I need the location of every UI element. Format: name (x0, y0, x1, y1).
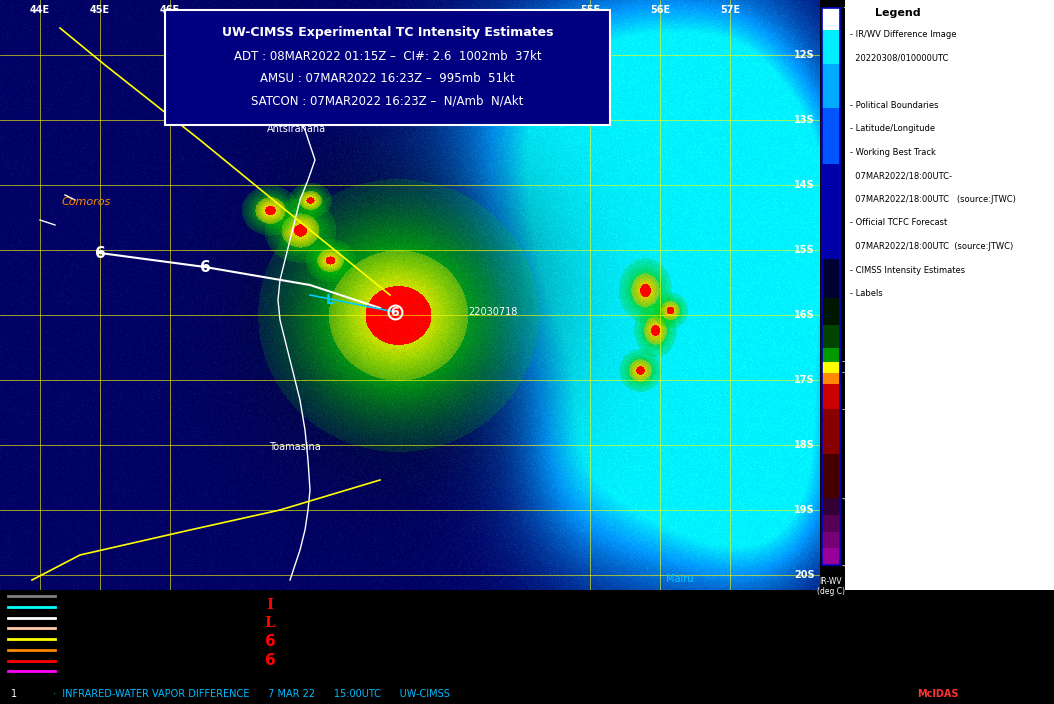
Text: Category 5: Category 5 (59, 667, 101, 676)
Text: 55E: 55E (580, 5, 600, 15)
Text: - Political Boundaries: - Political Boundaries (850, 101, 938, 110)
Text: I: I (267, 598, 274, 612)
Text: – Invest Area: – Invest Area (288, 598, 351, 608)
Text: 1: 1 (11, 689, 17, 699)
Text: AMSU : 07MAR2022 16:23Z –  995mb  51kt: AMSU : 07MAR2022 16:23Z – 995mb 51kt (260, 72, 514, 85)
Text: 6: 6 (265, 653, 275, 668)
Text: Toamasina: Toamasina (269, 442, 320, 452)
Text: – Tropical Depression: – Tropical Depression (288, 616, 391, 626)
Bar (822, 8, 840, 565)
Text: Category 4: Category 4 (59, 656, 101, 665)
Bar (822, 453, 840, 498)
Text: - Official TCFC Forecast: - Official TCFC Forecast (850, 218, 948, 227)
Text: IR-WV
(deg C): IR-WV (deg C) (817, 577, 845, 596)
Text: L: L (265, 616, 275, 630)
Text: - CIMSS Intensity Estimates: - CIMSS Intensity Estimates (850, 265, 965, 275)
Text: - Working Best Track: - Working Best Track (850, 148, 936, 157)
Bar (822, 362, 840, 373)
Bar (822, 409, 840, 453)
Bar (822, 348, 840, 362)
Text: UW-CIMSS Experimental TC Intensity Estimates: UW-CIMSS Experimental TC Intensity Estim… (221, 26, 553, 39)
Text: Tropical Strm: Tropical Strm (59, 613, 110, 622)
Text: Legend: Legend (875, 8, 921, 18)
Text: 19S: 19S (795, 505, 815, 515)
Text: - Labels: - Labels (850, 289, 883, 298)
Bar (822, 108, 840, 164)
Bar (822, 8, 840, 30)
Bar (822, 548, 840, 565)
Text: 22030718: 22030718 (468, 307, 518, 317)
Text: +45: +45 (842, 4, 861, 13)
Text: – Hurricane/Typhoon: – Hurricane/Typhoon (288, 653, 388, 663)
Bar (822, 498, 840, 515)
Text: -2: -2 (842, 368, 851, 377)
Text: ADT : 08MAR2022 01:15Z –  CI#: 2.6  1002mb  37kt: ADT : 08MAR2022 01:15Z – CI#: 2.6 1002mb… (234, 50, 542, 63)
Bar (822, 373, 840, 384)
Bar (822, 384, 840, 409)
Text: ·  INFRARED-WATER VAPOR DIFFERENCE      7 MAR 22      15:00UTC      UW-CIMSS: · INFRARED-WATER VAPOR DIFFERENCE 7 MAR … (53, 689, 450, 699)
Text: 20220308/010000UTC: 20220308/010000UTC (850, 54, 949, 63)
Text: 6: 6 (265, 634, 275, 649)
Bar (822, 258, 840, 298)
Text: Comoros: Comoros (62, 197, 112, 207)
Text: (w/ category): (w/ category) (305, 668, 366, 677)
Bar (822, 63, 840, 108)
Text: 6: 6 (391, 306, 399, 318)
Bar (165, 10, 610, 125)
Text: -1: -1 (842, 357, 851, 366)
Text: 18S: 18S (795, 440, 815, 450)
Text: -3: -3 (842, 405, 851, 413)
Text: Category 2: Category 2 (59, 634, 101, 643)
Text: 57E: 57E (720, 5, 740, 15)
Text: McIDAS: McIDAS (917, 689, 958, 699)
Text: 07MAR2022/18:00UTC  (source:JTWC): 07MAR2022/18:00UTC (source:JTWC) (850, 242, 1013, 251)
Text: 56E: 56E (650, 5, 670, 15)
Text: Category 3: Category 3 (59, 646, 101, 654)
Text: 45E: 45E (90, 5, 110, 15)
Text: Mairu: Mairu (666, 574, 694, 584)
Text: 17S: 17S (795, 375, 815, 385)
Text: 14S: 14S (795, 180, 815, 190)
Text: 13S: 13S (795, 115, 815, 125)
Text: Category 1: Category 1 (59, 624, 101, 633)
Bar (822, 515, 840, 532)
Text: 12S: 12S (795, 50, 815, 60)
Bar (822, 164, 840, 258)
Text: 07MAR2022/18:00UTC   (source:JTWC): 07MAR2022/18:00UTC (source:JTWC) (850, 195, 1016, 204)
Text: 6: 6 (199, 260, 211, 275)
Bar (845, 0, 1054, 590)
Text: 46E: 46E (160, 5, 180, 15)
Text: – Tropical Storm: – Tropical Storm (288, 634, 366, 644)
Bar (822, 532, 840, 548)
Text: -4: -4 (842, 494, 851, 503)
Text: -4.5: -4.5 (842, 560, 859, 570)
Text: 6: 6 (95, 246, 105, 260)
Text: Tropical Depr: Tropical Depr (59, 602, 110, 611)
Text: 07MAR2022/18:00UTC-: 07MAR2022/18:00UTC- (850, 171, 952, 180)
Text: 15S: 15S (795, 245, 815, 255)
Text: 20S: 20S (795, 570, 815, 580)
Text: 44E: 44E (30, 5, 50, 15)
Text: Antsiranana: Antsiranana (267, 124, 326, 134)
Text: - IR/WV Difference Image: - IR/WV Difference Image (850, 30, 956, 39)
Text: L: L (326, 293, 334, 307)
Text: SATCON : 07MAR2022 16:23Z –  N/Amb  N/Akt: SATCON : 07MAR2022 16:23Z – N/Amb N/Akt (251, 94, 524, 107)
Text: 16S: 16S (795, 310, 815, 320)
Bar (822, 325, 840, 348)
Text: Low/Wave: Low/Wave (59, 591, 98, 601)
Text: - Latitude/Longitude: - Latitude/Longitude (850, 124, 935, 133)
Bar (822, 298, 840, 325)
Bar (822, 30, 840, 63)
